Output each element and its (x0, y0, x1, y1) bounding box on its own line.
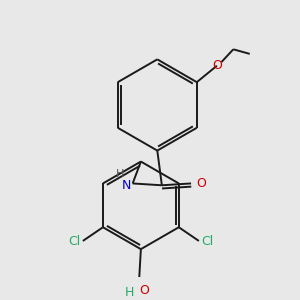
Text: N: N (122, 179, 131, 192)
Text: Cl: Cl (68, 235, 80, 248)
Text: Cl: Cl (202, 235, 214, 248)
Text: H: H (116, 169, 124, 179)
Text: H: H (125, 286, 135, 298)
Text: O: O (139, 284, 149, 297)
Text: O: O (196, 177, 206, 190)
Text: O: O (212, 59, 222, 72)
